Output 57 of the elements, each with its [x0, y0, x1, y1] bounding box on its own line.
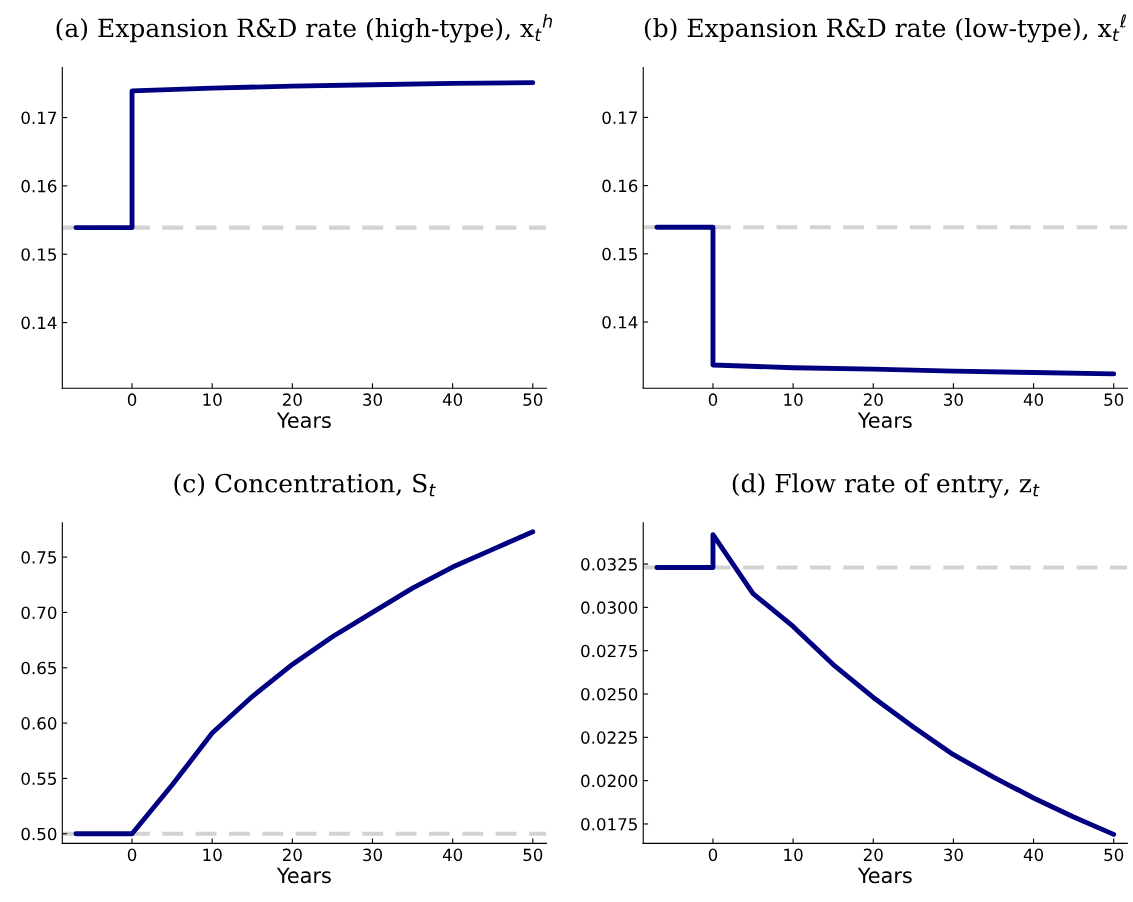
y-tick-label: 0.50 — [21, 827, 57, 841]
x-tick-label: 20 — [282, 393, 302, 406]
x-tick-label: 50 — [523, 393, 543, 406]
line-series — [73, 80, 536, 231]
y-tick-label: 0.15 — [21, 248, 56, 261]
y-tick-label: 0.0300 — [581, 601, 638, 614]
y-tick-label: 0.75 — [21, 551, 56, 564]
x-tick-label: 40 — [442, 848, 463, 862]
x-tick-label: 40 — [1023, 848, 1044, 862]
x-tick-label: 50 — [1104, 393, 1124, 406]
x-axis-title: Years — [857, 867, 912, 884]
y-tick-label: 0.55 — [21, 772, 56, 785]
y-tick-label: 0.0325 — [581, 558, 637, 571]
x-axis-title: Years — [276, 412, 331, 429]
x-tick-label: 50 — [1104, 848, 1124, 862]
x-tick-label: 30 — [363, 393, 382, 406]
y-tick-label: 0.60 — [21, 717, 57, 730]
y-tick-label: 0.0250 — [581, 687, 638, 701]
line-series — [654, 532, 1117, 837]
x-tick-label: 10 — [203, 848, 222, 862]
y-tick-label: 0.0200 — [581, 774, 638, 788]
x-tick-label: 40 — [442, 393, 463, 406]
x-tick-label: 0 — [127, 848, 137, 862]
y-tick-label: 0.70 — [21, 606, 57, 620]
x-axis-title: Years — [857, 412, 912, 429]
chart-title: (a) Expansion R&D rate (high-type), x$_{t}$$^{h}$ — [56, 14, 553, 43]
x-tick-label: 20 — [863, 393, 883, 406]
y-tick-label: 0.0175 — [581, 817, 637, 831]
y-tick-label: 0.0225 — [581, 731, 637, 744]
x-tick-label: 40 — [1023, 393, 1044, 406]
x-tick-label: 10 — [784, 848, 803, 862]
y-tick-label: 0.14 — [602, 316, 638, 329]
x-tick-label: 30 — [944, 848, 963, 862]
chart-title: (b) Expansion R&D rate (low-type), x$_{t}$$^{ℓ}$ — [644, 14, 1126, 43]
y-tick-label: 0.14 — [21, 316, 57, 330]
x-tick-label: 0 — [708, 393, 718, 406]
y-tick-label: 0.17 — [602, 111, 637, 125]
x-tick-label: 10 — [784, 393, 803, 406]
y-tick-label: 0.16 — [602, 179, 638, 193]
x-tick-label: 10 — [203, 393, 222, 406]
x-tick-label: 0 — [127, 393, 137, 406]
chart-title: (d) Flow rate of entry, z$_{t}$ — [732, 473, 1040, 498]
y-tick-label: 0.65 — [21, 661, 56, 675]
x-tick-label: 30 — [944, 393, 963, 406]
x-tick-label: 50 — [523, 848, 543, 862]
y-tick-label: 0.17 — [21, 111, 57, 125]
line-series — [654, 224, 1117, 377]
y-tick-label: 0.16 — [21, 179, 57, 193]
y-tick-label: 0.0275 — [581, 644, 637, 658]
x-axis-title: Years — [276, 867, 331, 884]
y-tick-label: 0.15 — [602, 247, 637, 261]
x-tick-label: 30 — [363, 848, 382, 862]
x-tick-label: 20 — [282, 848, 302, 862]
x-tick-label: 20 — [863, 848, 883, 862]
x-tick-label: 0 — [708, 848, 718, 862]
line-series — [73, 529, 536, 837]
chart-title: (c) Concentration, S$_{t}$ — [174, 473, 436, 497]
